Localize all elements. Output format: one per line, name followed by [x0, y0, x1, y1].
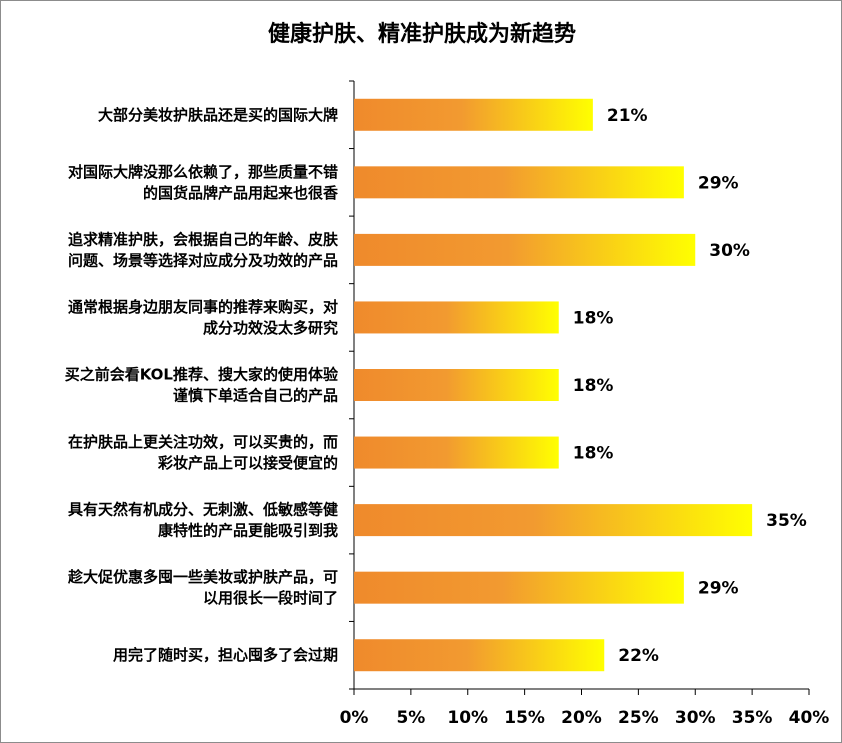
category-labels: 大部分美妆护肤品还是买的国际大牌对国际大牌没那么依赖了，那些质量不错的国货品牌产…: [65, 106, 339, 664]
bar: [354, 369, 559, 401]
bar: [354, 233, 696, 266]
x-tick-label: 0%: [340, 708, 369, 728]
x-tick-label: 25%: [618, 708, 659, 728]
category-label: 对国际大牌没那么依赖了，那些质量不错的国货品牌产品用起来也很香: [68, 163, 338, 202]
x-tick-label: 40%: [789, 708, 830, 728]
bar: [354, 436, 559, 469]
bar: [354, 571, 684, 604]
data-label: 22%: [618, 646, 659, 666]
x-axis-ticks: 0% 5% 10% 15% 20% 25% 30% 35% 40%: [340, 708, 830, 728]
category-label: 趁大促优惠多囤一些美妆或护肤产品，可以用很长一段时间了: [67, 568, 338, 607]
bar: [354, 98, 593, 131]
bar: [354, 639, 605, 672]
category-label: 在护肤品上更关注功效，可以买贵的，而彩妆产品上可以接受便宜的: [68, 433, 338, 472]
category-label: 买之前会看KOL推荐、搜大家的使用体验谨慎下单适合自己的产品: [65, 366, 339, 405]
bars: [354, 98, 753, 672]
value-labels: 21% 29% 30% 18% 18% 18% 35% 29% 22%: [573, 106, 807, 666]
data-label: 29%: [698, 579, 739, 599]
bar: [354, 504, 753, 537]
x-tick-label: 10%: [447, 708, 488, 728]
category-label: 用完了随时买，担心囤多了会过期: [113, 646, 338, 664]
data-label: 35%: [766, 511, 807, 531]
x-tick-label: 30%: [675, 708, 716, 728]
data-label: 21%: [607, 106, 648, 126]
x-tick-label: 5%: [396, 708, 425, 728]
data-label: 30%: [709, 241, 750, 261]
data-label: 18%: [573, 308, 614, 328]
category-label: 大部分美妆护肤品还是买的国际大牌: [98, 106, 338, 124]
x-tick-label: 35%: [732, 708, 773, 728]
category-label: 具有天然有机成分、无刺激、低敏感等健康特性的产品更能吸引到我: [68, 501, 338, 540]
data-label: 29%: [698, 173, 739, 193]
category-label: 通常根据身边朋友同事的推荐来购买，对成分功效没太多研究: [68, 298, 338, 337]
x-tick-label: 15%: [504, 708, 545, 728]
x-tick-label: 20%: [561, 708, 602, 728]
category-label: 追求精准护肤，会根据自己的年龄、皮肤问题、场景等选择对应成分及功效的产品: [68, 230, 339, 269]
bar: [354, 166, 684, 199]
bar: [354, 301, 559, 334]
data-label: 18%: [573, 376, 614, 396]
data-label: 18%: [573, 444, 614, 464]
chart-title: 健康护肤、精准护肤成为新趋势: [268, 21, 576, 47]
